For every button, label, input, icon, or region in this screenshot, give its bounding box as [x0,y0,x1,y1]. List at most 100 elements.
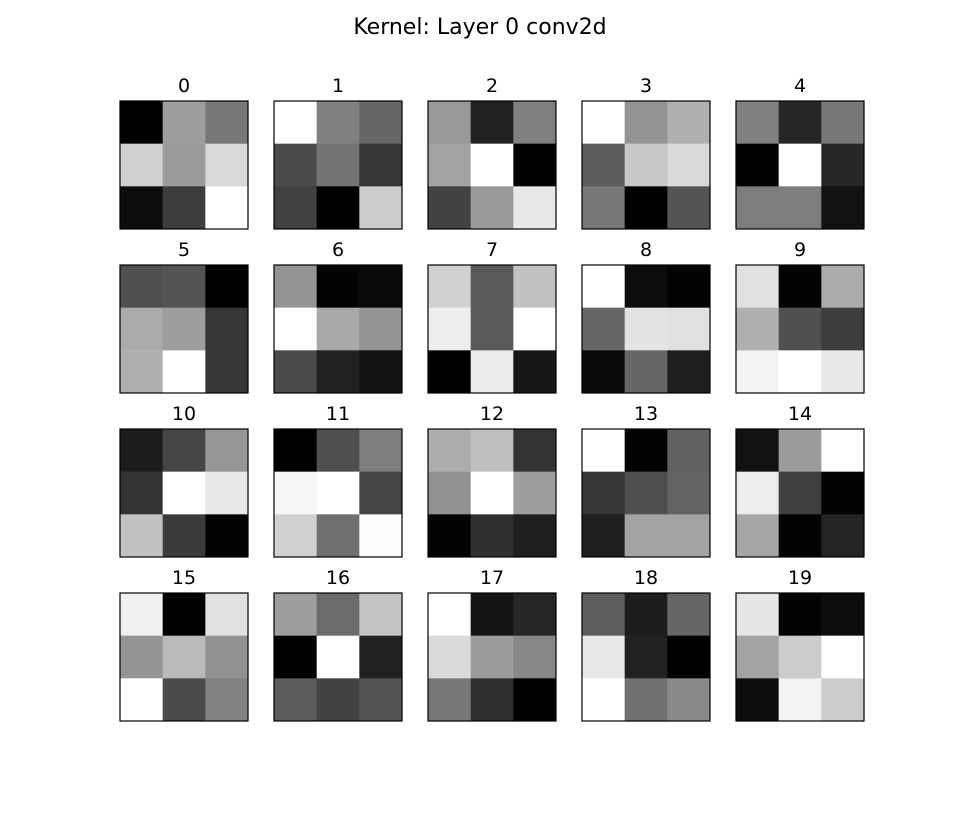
kernel-panel-title: 8 [640,239,652,261]
kernel-panel-frame [581,100,711,230]
kernel-cell [428,471,472,515]
kernel-cell [205,101,249,145]
kernel-cell [316,265,360,309]
kernel-cell [667,186,711,230]
kernel-cell [120,186,164,230]
kernel-cell [624,635,668,679]
kernel-cell [274,514,318,558]
kernel-panel: 16 [273,567,403,722]
kernel-cell [162,265,206,309]
kernel-cell [778,143,822,187]
kernel-panel-title: 17 [480,567,504,589]
kernel-cell [205,143,249,187]
kernel-panel: 2 [427,75,557,230]
kernel-cell [162,307,206,351]
kernel-cell [274,678,318,722]
kernel-panel: 7 [427,239,557,394]
kernel-panel-frame [735,428,865,558]
kernel-cell [582,101,626,145]
kernel-cell [162,350,206,394]
kernel-cell [205,593,249,637]
kernel-cell [582,307,626,351]
kernel-panel-frame [427,264,557,394]
kernel-cell [274,307,318,351]
kernel-cell [513,429,557,473]
kernel-cell [162,514,206,558]
kernel-panel-title: 4 [794,75,806,97]
kernel-panel-frame [427,100,557,230]
kernel-cell [120,429,164,473]
kernel-cell [120,265,164,309]
kernel-cell [778,265,822,309]
kernel-cell [582,514,626,558]
kernel-cell [582,593,626,637]
kernel-cell [736,514,780,558]
kernel-cell [162,593,206,637]
kernel-cell [736,429,780,473]
kernel-cell [821,593,865,637]
kernel-panel-title: 2 [486,75,498,97]
kernel-cell [316,514,360,558]
kernel-cell [359,350,403,394]
kernel-cell [274,635,318,679]
kernel-cell [778,635,822,679]
kernel-cell [428,635,472,679]
kernel-panel: 4 [735,75,865,230]
kernel-cell [316,678,360,722]
kernel-cell [162,635,206,679]
kernel-cell [274,101,318,145]
kernel-cell [821,471,865,515]
kernel-cell [736,143,780,187]
kernel-cell [274,143,318,187]
kernel-panel: 17 [427,567,557,722]
kernel-cell [274,429,318,473]
kernel-cell [821,514,865,558]
kernel-panel: 1 [273,75,403,230]
kernel-cell [667,593,711,637]
kernel-panel: 19 [735,567,865,722]
kernel-cell [205,471,249,515]
kernel-panel-frame [119,592,249,722]
kernel-cell [624,101,668,145]
kernel-panel-frame [119,100,249,230]
kernel-cell [162,471,206,515]
kernel-cell [667,265,711,309]
kernel-cell [736,307,780,351]
kernel-cell [778,514,822,558]
kernel-cell [667,101,711,145]
kernel-panel: 18 [581,567,711,722]
kernel-cell [778,350,822,394]
kernel-cell [582,350,626,394]
kernel-cell [470,678,514,722]
kernel-cell [513,265,557,309]
kernel-panel-title: 11 [326,403,350,425]
kernel-cell [205,186,249,230]
kernel-panel-title: 12 [480,403,504,425]
kernel-panel-title: 18 [634,567,658,589]
kernel-panel-title: 3 [640,75,652,97]
kernel-cell [513,307,557,351]
kernel-cell [120,101,164,145]
kernel-cell [513,471,557,515]
kernel-cell [428,514,472,558]
kernel-cell [667,471,711,515]
kernel-cell [120,514,164,558]
kernel-panel: 15 [119,567,249,722]
kernel-panel-frame [581,592,711,722]
kernel-cell [821,429,865,473]
kernel-cell [120,307,164,351]
kernel-panel-title: 6 [332,239,344,261]
kernel-panel-title: 15 [172,567,196,589]
kernel-cell [821,678,865,722]
kernel-cell [470,514,514,558]
kernel-cell [736,265,780,309]
kernel-panel-title: 0 [178,75,190,97]
kernel-cell [624,186,668,230]
kernel-cell [316,350,360,394]
kernel-cell [778,429,822,473]
kernel-cell [513,514,557,558]
kernel-panel-frame [427,428,557,558]
kernel-cell [736,678,780,722]
kernel-cell [162,429,206,473]
